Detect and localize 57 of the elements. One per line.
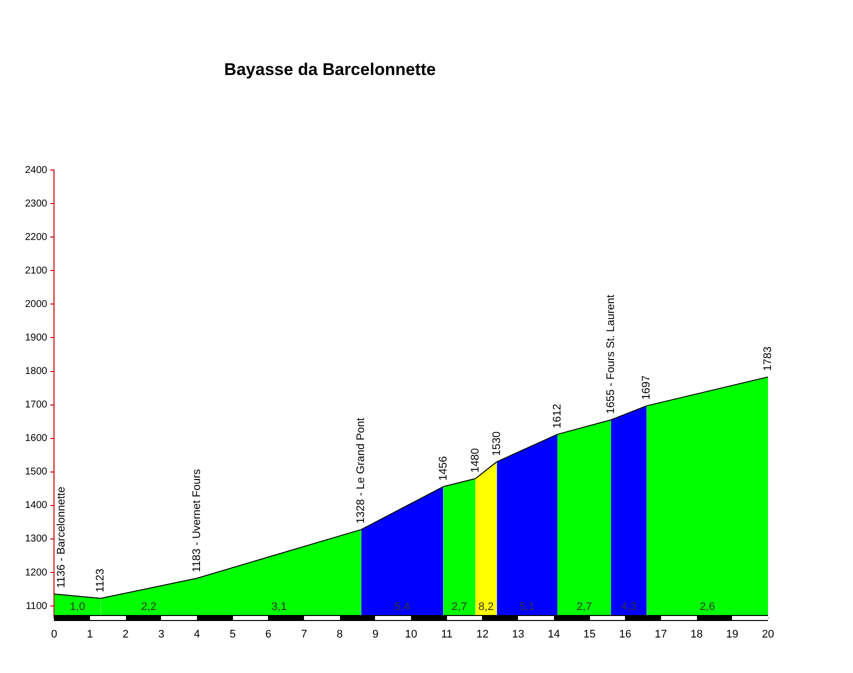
y-tick-label: 1700 <box>24 400 48 411</box>
x-tick-label: 2 <box>122 628 129 640</box>
annotation: 1,0 <box>70 600 86 613</box>
x-tick-label: 11 <box>441 628 453 640</box>
y-tick-label: 1200 <box>24 567 48 578</box>
x-tick-label: 9 <box>372 628 378 640</box>
y-tick-label: 2100 <box>24 265 48 276</box>
chart-title: Bayasse da Barcelonnette <box>223 60 437 80</box>
data-label: 1655 - Fours St. Laurent <box>605 294 618 414</box>
data-label: 1783 <box>762 346 774 371</box>
y-tick-label: 1100 <box>26 600 48 612</box>
data-label: 1480 <box>469 448 482 473</box>
x-tick-label: 18 <box>690 628 703 640</box>
annotation: 3,1 <box>271 600 287 613</box>
y-tick-label: 1500 <box>24 466 48 478</box>
data-label: 1456 <box>437 456 450 481</box>
x-tick-label: 16 <box>619 628 632 640</box>
y-tick-label: 1400 <box>24 500 48 512</box>
x-tick-label: 8 <box>336 628 343 640</box>
y-tick-label: 2000 <box>24 298 48 310</box>
data-label: 1530 <box>490 431 503 456</box>
data-label: 1697 <box>640 375 653 400</box>
x-tick-label: 4 <box>194 628 200 640</box>
data-label: 1328 - Le Grand Pont <box>355 418 368 524</box>
x-tick-label: 10 <box>405 628 418 640</box>
annotation: 2,6 <box>700 600 715 613</box>
y-tick-label: 2300 <box>24 198 48 210</box>
data-label: 1612 <box>551 404 564 428</box>
annotation: 8,2 <box>478 600 494 613</box>
annotation: 5,1 <box>519 600 535 613</box>
data-label: 1136 - Barcelonnette <box>55 486 68 588</box>
x-tick-label: 12 <box>476 628 489 640</box>
x-tick-label: 5 <box>230 628 236 640</box>
x-tick-label: 17 <box>654 628 668 640</box>
y-tick-label: 1600 <box>24 433 48 444</box>
x-tick-label: 15 <box>583 628 596 640</box>
annotation: 4,3 <box>621 600 636 613</box>
x-tick-label: 6 <box>265 628 272 640</box>
x-tick-label: 13 <box>512 628 524 640</box>
x-tick-label: 1 <box>86 628 93 640</box>
x-tick-label: 20 <box>762 628 774 640</box>
y-tick-label: 2200 <box>24 232 48 243</box>
data-label: 1183 - Uvernet Fours <box>191 468 204 572</box>
x-tick-label: 14 <box>548 628 560 640</box>
y-tick-label: 1300 <box>24 534 48 545</box>
x-tick-label: 3 <box>158 628 164 640</box>
annotation: 2,2 <box>141 600 156 613</box>
y-tick-label: 1800 <box>24 366 48 378</box>
data-label: 1123 <box>94 568 107 592</box>
x-tick-label: 7 <box>300 628 308 640</box>
annotation: 2,7 <box>452 600 467 613</box>
x-tick-label: 19 <box>726 628 738 640</box>
annotation: 2,7 <box>576 600 592 613</box>
annotation: 5,4 <box>394 600 410 613</box>
x-tick-label: 0 <box>51 628 58 640</box>
y-tick-label: 2400 <box>24 164 48 176</box>
y-tick-label: 1900 <box>24 332 48 344</box>
